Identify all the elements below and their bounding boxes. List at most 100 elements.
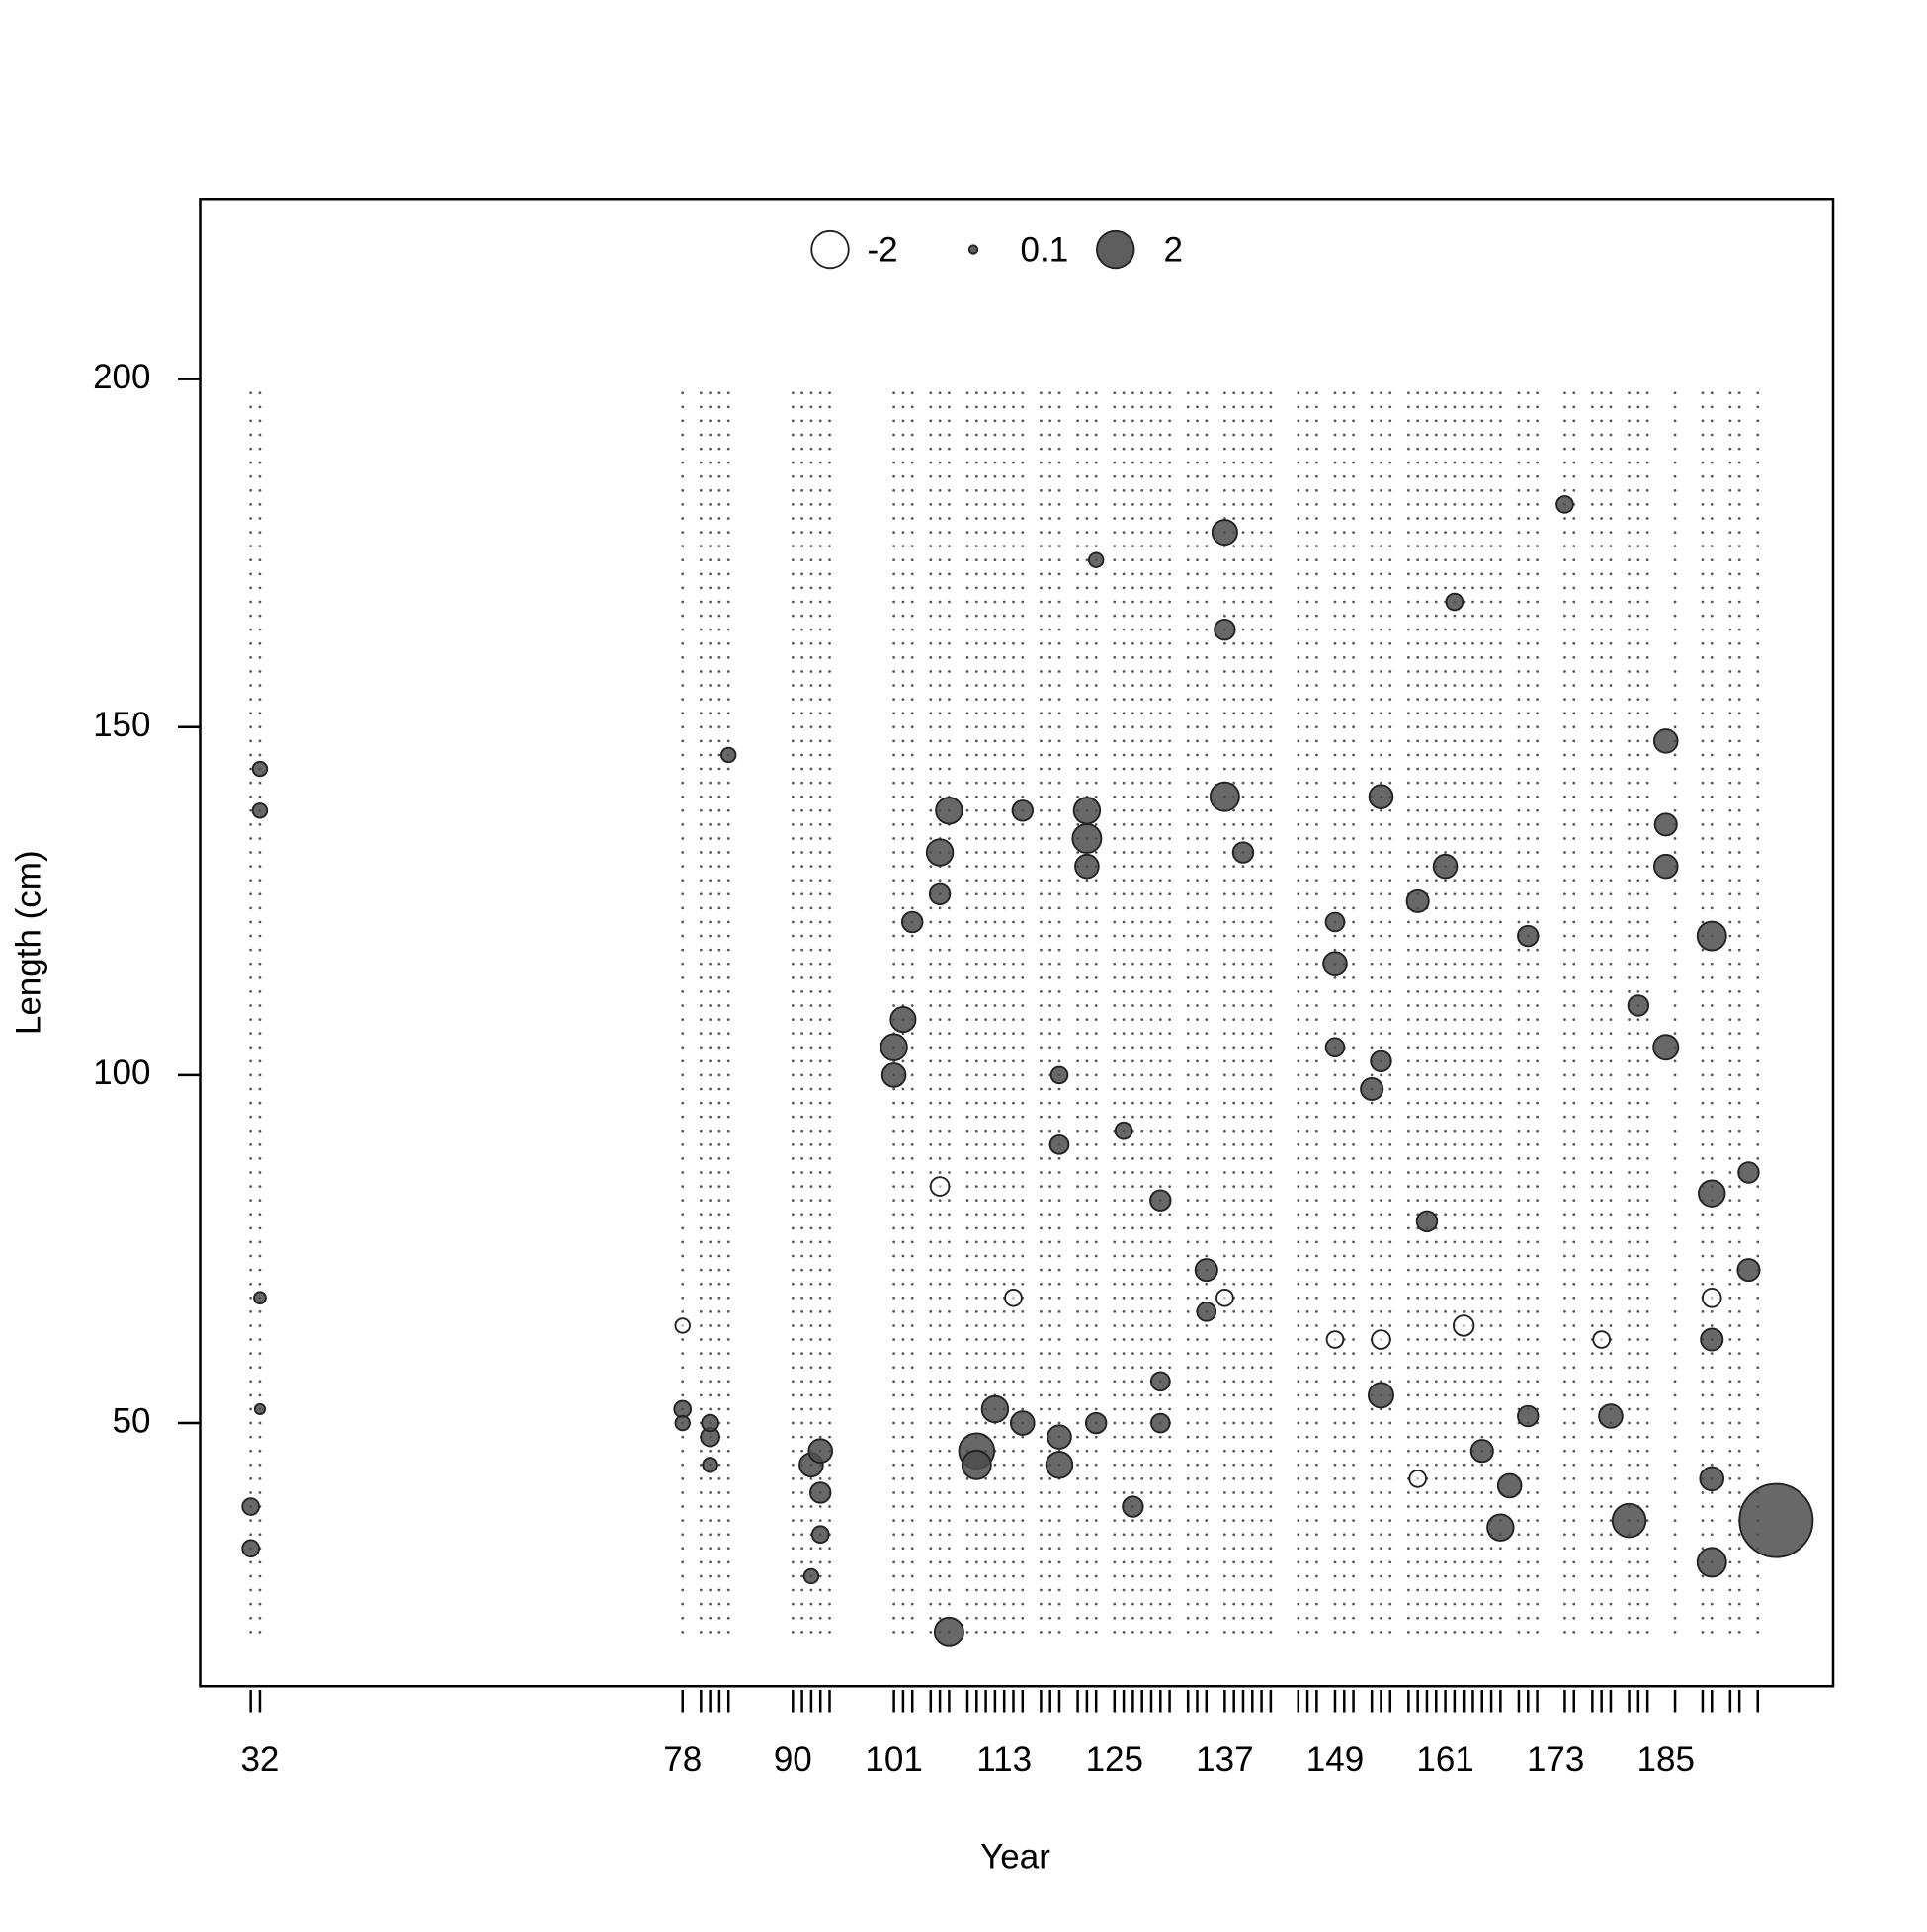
grid-dot: [1159, 517, 1162, 520]
grid-dot: [1076, 1338, 1079, 1341]
grid-dot: [1343, 796, 1346, 798]
grid-dot: [975, 475, 978, 478]
grid-dot: [1306, 1380, 1309, 1383]
grid-dot: [1205, 1074, 1208, 1077]
grid-dot: [1297, 629, 1299, 631]
grid-dot: [1223, 1464, 1226, 1467]
grid-dot: [1021, 1533, 1024, 1536]
grid-dot: [259, 963, 262, 966]
grid-dot: [966, 976, 969, 979]
grid-dot: [966, 434, 969, 437]
grid-dot: [681, 1088, 684, 1091]
grid-dot: [975, 921, 978, 924]
grid-dot: [939, 796, 942, 798]
grid-dot: [1315, 1297, 1318, 1300]
grid-dot: [994, 545, 997, 547]
grid-dot: [1232, 935, 1235, 938]
grid-dot: [902, 475, 905, 478]
grid-dot: [1371, 1366, 1374, 1369]
grid-dot: [1040, 420, 1043, 423]
grid-dot: [1168, 1505, 1171, 1508]
grid-dot: [1150, 892, 1153, 895]
grid-dot: [1021, 725, 1024, 728]
grid-dot: [1012, 572, 1015, 575]
grid-dot: [1306, 1464, 1309, 1467]
grid-dot: [1159, 851, 1162, 854]
grid-dot: [1187, 462, 1190, 464]
grid-dot: [1140, 1380, 1143, 1383]
grid-dot: [1021, 1324, 1024, 1327]
grid-dot: [1187, 391, 1190, 394]
grid-dot: [1315, 670, 1318, 673]
grid-dot: [911, 739, 914, 742]
grid-dot: [1242, 990, 1245, 993]
grid-dot: [1140, 990, 1143, 993]
grid-dot: [939, 601, 942, 604]
grid-dot: [709, 629, 712, 631]
grid-dot: [1086, 656, 1089, 659]
grid-dot: [259, 796, 262, 798]
grid-dot: [792, 1561, 795, 1564]
grid-dot: [1251, 963, 1254, 966]
grid-dot: [1306, 1450, 1309, 1453]
grid-dot: [1076, 823, 1079, 826]
grid-dot: [1058, 1310, 1061, 1313]
grid-dot: [249, 1380, 252, 1383]
grid-dot: [1040, 782, 1043, 785]
grid-dot: [828, 1297, 831, 1300]
grid-dot: [1297, 656, 1299, 659]
grid-dot: [1205, 1408, 1208, 1411]
grid-dot: [1371, 976, 1374, 979]
grid-dot: [249, 1199, 252, 1202]
grid-dot: [1352, 1547, 1355, 1550]
grid-dot: [1113, 698, 1116, 701]
grid-dot: [1306, 1213, 1309, 1216]
grid-dot: [1352, 963, 1355, 966]
grid-dot: [929, 1366, 932, 1369]
grid-dot: [1012, 1464, 1015, 1467]
grid-dot: [259, 1046, 262, 1049]
grid-dot: [1196, 629, 1199, 631]
grid-dot: [1242, 1422, 1245, 1425]
grid-dot: [259, 558, 262, 561]
grid-dot: [1040, 1032, 1043, 1035]
grid-dot: [984, 670, 987, 673]
grid-dot: [1040, 1533, 1043, 1536]
grid-dot: [810, 935, 813, 938]
grid-dot: [1076, 1088, 1079, 1091]
grid-dot: [1251, 1143, 1254, 1146]
grid-dot: [1334, 684, 1337, 687]
grid-dot: [828, 739, 831, 742]
grid-dot: [681, 1589, 684, 1592]
grid-dot: [994, 1352, 997, 1355]
grid-dot: [727, 1547, 730, 1550]
grid-dot: [1040, 448, 1043, 451]
grid-dot: [1040, 1519, 1043, 1522]
grid-dot: [1297, 601, 1299, 604]
grid-dot: [1205, 1185, 1208, 1188]
grid-dot: [1012, 1561, 1015, 1564]
grid-dot: [810, 1088, 813, 1091]
grid-dot: [1131, 656, 1134, 659]
grid-dot: [1012, 837, 1015, 840]
grid-dot: [718, 1366, 721, 1369]
grid-dot: [1352, 517, 1355, 520]
grid-dot: [1334, 489, 1337, 492]
grid-dot: [828, 698, 831, 701]
grid-dot: [1123, 1422, 1126, 1425]
grid-dot: [249, 434, 252, 437]
grid-dot: [1113, 725, 1116, 728]
grid-dot: [1159, 976, 1162, 979]
grid-dot: [1140, 1269, 1143, 1272]
grid-dot: [1076, 907, 1079, 910]
grid-dot: [1150, 823, 1153, 826]
grid-dot: [984, 1088, 987, 1091]
grid-dot: [1113, 907, 1116, 910]
grid-dot: [1123, 782, 1126, 785]
grid-dot: [1159, 1310, 1162, 1313]
grid-dot: [1242, 1102, 1245, 1105]
grid-dot: [718, 837, 721, 840]
grid-dot: [1270, 391, 1273, 394]
grid-dot: [1315, 1408, 1318, 1411]
grid-dot: [984, 420, 987, 423]
